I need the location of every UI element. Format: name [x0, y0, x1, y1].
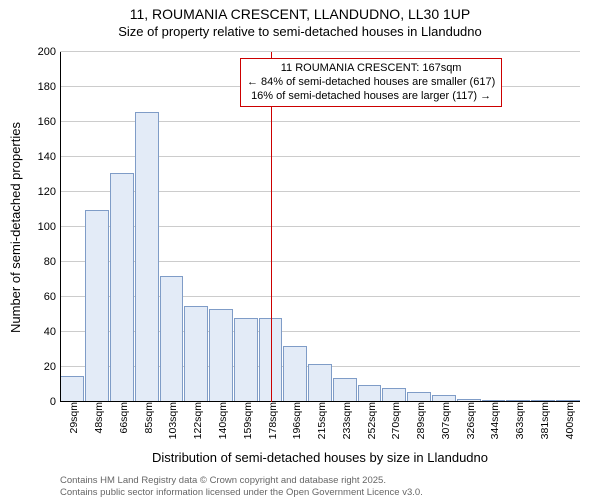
bar-slot: 66sqm: [110, 52, 135, 402]
title-line-1: 11, ROUMANIA CRESCENT, LLANDUDNO, LL30 1…: [0, 6, 600, 24]
bar-slot: 48sqm: [85, 52, 110, 402]
x-tick-label: 159sqm: [238, 402, 254, 439]
y-tick-label: 20: [24, 361, 60, 373]
y-tick-label: 160: [24, 116, 60, 128]
histogram-bar: [160, 276, 184, 402]
annotation-line: ← 84% of semi-detached houses are smalle…: [247, 76, 495, 90]
annotation-line: 11 ROUMANIA CRESCENT: 167sqm: [247, 62, 495, 76]
x-tick-label: 29sqm: [64, 402, 80, 434]
chart-container: 11, ROUMANIA CRESCENT, LLANDUDNO, LL30 1…: [0, 0, 600, 500]
histogram-bar: [382, 388, 406, 402]
x-tick-label: 381sqm: [535, 402, 551, 439]
footer-line-2: Contains public sector information licen…: [60, 487, 423, 498]
chart-title: 11, ROUMANIA CRESCENT, LLANDUDNO, LL30 1…: [0, 0, 600, 40]
y-tick-label: 200: [24, 46, 60, 58]
bar-slot: 85sqm: [134, 52, 159, 402]
y-tick-label: 0: [24, 396, 60, 408]
y-tick-label: 100: [24, 221, 60, 233]
x-tick-label: 66sqm: [114, 402, 130, 434]
x-tick-label: 326sqm: [461, 402, 477, 439]
y-tick-label: 60: [24, 291, 60, 303]
y-tick-label: 40: [24, 326, 60, 338]
bar-slot: 140sqm: [209, 52, 234, 402]
x-tick-label: 252sqm: [362, 402, 378, 439]
x-tick-label: 215sqm: [312, 402, 328, 439]
x-tick-label: 344sqm: [485, 402, 501, 439]
y-tick-label: 80: [24, 256, 60, 268]
annotation-box: 11 ROUMANIA CRESCENT: 167sqm← 84% of sem…: [240, 58, 502, 107]
x-tick-label: 140sqm: [213, 402, 229, 439]
chart-footer: Contains HM Land Registry data © Crown c…: [60, 475, 423, 498]
x-tick-label: 85sqm: [139, 402, 155, 434]
histogram-bar: [358, 385, 382, 403]
bar-slot: 29sqm: [60, 52, 85, 402]
x-axis-line: [60, 401, 580, 402]
x-tick-label: 289sqm: [411, 402, 427, 439]
histogram-bar: [110, 173, 134, 402]
histogram-bar: [308, 364, 332, 403]
bar-slot: 103sqm: [159, 52, 184, 402]
y-tick-label: 140: [24, 151, 60, 163]
x-tick-label: 233sqm: [337, 402, 353, 439]
x-tick-label: 270sqm: [386, 402, 402, 439]
title-line-2: Size of property relative to semi-detach…: [0, 24, 600, 40]
x-axis-label: Distribution of semi-detached houses by …: [60, 450, 580, 465]
y-tick-label: 180: [24, 81, 60, 93]
x-tick-label: 122sqm: [188, 402, 204, 439]
annotation-line: 16% of semi-detached houses are larger (…: [247, 90, 495, 104]
histogram-bar: [85, 210, 109, 403]
bar-slot: 400sqm: [555, 52, 580, 402]
histogram-bar: [283, 346, 307, 402]
x-tick-label: 178sqm: [263, 402, 279, 439]
y-tick-label: 120: [24, 186, 60, 198]
y-axis-line: [60, 52, 61, 402]
x-tick-label: 307sqm: [436, 402, 452, 439]
y-axis-label: Number of semi-detached properties: [6, 52, 24, 402]
x-tick-label: 103sqm: [163, 402, 179, 439]
bar-slot: 381sqm: [531, 52, 556, 402]
plot-area: 02040608010012014016018020029sqm48sqm66s…: [60, 52, 580, 402]
bar-slot: 363sqm: [506, 52, 531, 402]
x-tick-label: 400sqm: [560, 402, 576, 439]
histogram-bar: [60, 376, 84, 402]
histogram-bar: [209, 309, 233, 402]
histogram-bar: [135, 112, 159, 403]
histogram-bar: [184, 306, 208, 402]
bar-slot: 122sqm: [184, 52, 209, 402]
footer-line-1: Contains HM Land Registry data © Crown c…: [60, 475, 423, 486]
x-tick-label: 48sqm: [89, 402, 105, 434]
x-tick-label: 363sqm: [510, 402, 526, 439]
histogram-bar: [333, 378, 357, 403]
x-tick-label: 196sqm: [287, 402, 303, 439]
histogram-bar: [234, 318, 258, 402]
